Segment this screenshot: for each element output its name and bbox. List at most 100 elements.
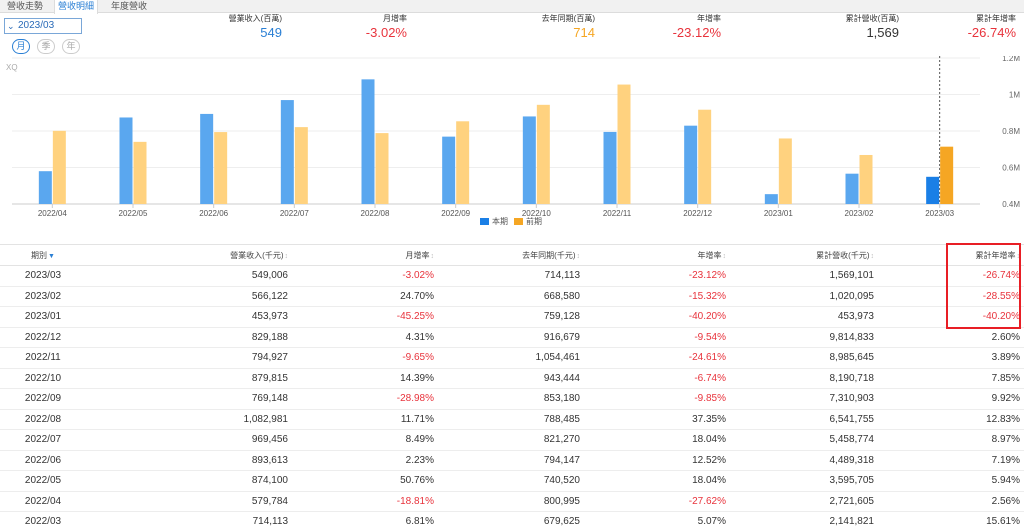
legend-swatch-0 — [480, 218, 489, 225]
x-tick-label: 2023/01 — [764, 209, 793, 218]
table-row[interactable]: 2022/10 879,815 14.39% 943,444 -6.74% 8,190,7… — [0, 368, 1024, 389]
col-revenue-header[interactable]: 營業收入(千元)↕ — [100, 244, 292, 266]
table-cell: 769,148 — [100, 388, 292, 410]
table-row[interactable]: 2022/12 829,188 4.31% 916,679 -9.54% 9,814,83… — [0, 327, 1024, 348]
table-cell: 18.04% — [584, 470, 730, 492]
table-cell: 794,927 — [100, 347, 292, 369]
col-cum-yoy-header[interactable]: 累計年增率↕ — [878, 244, 1024, 266]
table-cell: 8,190,718 — [730, 368, 878, 389]
sort-icon: ↕ — [870, 252, 875, 260]
bar-previous — [294, 127, 308, 204]
table-cell: -18.81% — [292, 491, 438, 512]
table-cell: 3.89% — [878, 347, 1024, 369]
bar-previous — [52, 130, 66, 204]
table-cell: 11.71% — [292, 409, 438, 430]
col-mom-header[interactable]: 月增率↕ — [292, 244, 438, 266]
sort-icon: ↕ — [430, 252, 435, 260]
table-cell: -45.25% — [292, 306, 438, 328]
freq-quarter-button[interactable]: 季 — [37, 39, 55, 54]
table-cell: 5,458,774 — [730, 429, 878, 451]
table-cell: 2022/09 — [0, 388, 100, 410]
tab-annual-revenue[interactable]: 年度營收 — [110, 1, 147, 11]
bar-previous — [940, 146, 954, 204]
table-row[interactable]: 2022/05 874,100 50.76% 740,520 18.04% 3,595,7… — [0, 470, 1024, 492]
table-cell: 759,128 — [438, 306, 584, 328]
table-cell: -3.02% — [292, 265, 438, 287]
table-cell: -40.20% — [584, 306, 730, 328]
summary-revenue-label: 營業收入(百萬) — [228, 14, 282, 23]
table-row[interactable]: 2022/07 969,456 8.49% 821,270 18.04% 5,458,77… — [0, 429, 1024, 451]
chart-watermark: XQ — [6, 63, 18, 72]
table-cell: 2023/03 — [0, 265, 100, 287]
col-cumulative-header[interactable]: 累計營收(千元)↕ — [730, 244, 878, 266]
table-cell: 2.23% — [292, 450, 438, 471]
x-tick-label: 2023/02 — [845, 209, 874, 218]
col-lastyear-header[interactable]: 去年同期(千元)↕ — [438, 244, 584, 266]
col-yoy-header[interactable]: 年增率↕ — [584, 244, 730, 266]
table-header-row: 期別▼ 營業收入(千元)↕ 月增率↕ 去年同期(千元)↕ 年增率↕ 累計營收(千… — [0, 244, 1024, 266]
table-cell: 2.60% — [878, 327, 1024, 348]
freq-month-button[interactable]: 月 — [12, 39, 30, 54]
bar-current — [764, 194, 778, 204]
bar-previous — [859, 154, 873, 204]
table-cell: 1,020,095 — [730, 286, 878, 307]
table-cell: 2022/07 — [0, 429, 100, 451]
table-cell: -27.62% — [584, 491, 730, 512]
x-tick-label: 2022/12 — [683, 209, 712, 218]
table-cell: -24.61% — [584, 347, 730, 369]
table-cell: 1,082,981 — [100, 409, 292, 430]
table-cell: 2023/01 — [0, 306, 100, 328]
summary-cum-yoy-value: -26.74% — [967, 25, 1016, 40]
col-period-header[interactable]: 期別▼ — [0, 244, 100, 266]
table-cell: 2022/08 — [0, 409, 100, 430]
legend-label: 本期 — [492, 216, 508, 226]
table-cell: -40.20% — [878, 306, 1024, 328]
period-dropdown[interactable]: ⌄ 2023/03 — [4, 18, 82, 34]
table-cell: 679,625 — [438, 511, 584, 530]
table-row[interactable]: 2023/02 566,122 24.70% 668,580 -15.32% 1,020,… — [0, 286, 1024, 307]
table-cell: 3,595,705 — [730, 470, 878, 492]
sort-icon: ↕ — [1016, 252, 1021, 260]
table-cell: 453,973 — [730, 306, 878, 328]
bar-previous — [698, 109, 712, 204]
table-cell: -9.65% — [292, 347, 438, 369]
bar-current — [38, 171, 52, 204]
table-cell: -28.55% — [878, 286, 1024, 307]
tab-revenue-detail[interactable]: 營收明細 — [54, 0, 98, 14]
table-row[interactable]: 2023/01 453,973 -45.25% 759,128 -40.20% 453,9… — [0, 306, 1024, 328]
tab-revenue-trend[interactable]: 營收走勢 — [6, 1, 43, 11]
bar-current — [926, 176, 940, 204]
table-row[interactable]: 2022/03 714,113 6.81% 679,625 5.07% 2,141,821… — [0, 511, 1024, 530]
freq-year-button[interactable]: 年 — [62, 39, 80, 54]
legend-label: 前期 — [526, 216, 542, 226]
bar-previous — [456, 121, 470, 204]
table-cell: 7.19% — [878, 450, 1024, 471]
x-tick-label: 2022/11 — [603, 209, 632, 218]
table-cell: 879,815 — [100, 368, 292, 389]
bar-current — [119, 117, 133, 204]
table-row[interactable]: 2022/08 1,082,981 11.71% 788,485 37.35% 6,541… — [0, 409, 1024, 430]
table-cell: 453,973 — [100, 306, 292, 328]
table-cell: 566,122 — [100, 286, 292, 307]
table-row[interactable]: 2022/11 794,927 -9.65% 1,054,461 -24.61% 8,98… — [0, 347, 1024, 369]
table-cell: 800,995 — [438, 491, 584, 512]
table-cell: 788,485 — [438, 409, 584, 430]
summary-lastyear-label: 去年同期(百萬) — [541, 14, 595, 23]
summary-mom-label: 月增率 — [383, 14, 407, 23]
table-row[interactable]: 2023/03 549,006 -3.02% 714,113 -23.12% 1,569,… — [0, 265, 1024, 287]
table-cell: 18.04% — [584, 429, 730, 451]
table-cell: -26.74% — [878, 265, 1024, 287]
table-cell: -9.54% — [584, 327, 730, 348]
revenue-bar-chart: 0.4M 0.6M 0.8M 1M 1.2M 2022/04 2022/05 2022/06 2… — [12, 56, 1020, 226]
table-row[interactable]: 2022/06 893,613 2.23% 794,147 12.52% 4,489,31… — [0, 450, 1024, 471]
sort-icon: ↕ — [576, 252, 581, 260]
chevron-down-icon: ⌄ — [7, 21, 15, 31]
table-cell: 4,489,318 — [730, 450, 878, 471]
x-tick-label: 2022/10 — [522, 209, 551, 218]
bar-current — [522, 116, 536, 204]
legend-swatch-1 — [514, 218, 523, 225]
table-row[interactable]: 2022/04 579,784 -18.81% 800,995 -27.62% 2,721… — [0, 491, 1024, 512]
x-tick-label: 2022/08 — [361, 209, 390, 218]
table-row[interactable]: 2022/09 769,148 -28.98% 853,180 -9.85% 7,310,… — [0, 388, 1024, 410]
x-tick-label: 2022/04 — [38, 209, 67, 218]
